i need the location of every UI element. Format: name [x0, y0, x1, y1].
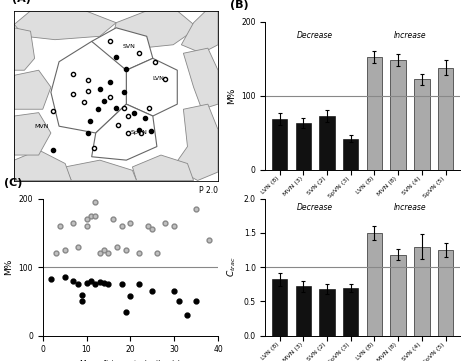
Bar: [391, 60, 406, 170]
Bar: [438, 68, 453, 170]
Bar: [272, 119, 287, 170]
Text: Decrease: Decrease: [297, 203, 333, 212]
Bar: [414, 79, 429, 170]
Polygon shape: [182, 11, 218, 53]
Bar: [319, 116, 335, 170]
Text: SVN: SVN: [122, 44, 135, 49]
Bar: [367, 233, 382, 336]
Bar: [319, 289, 335, 336]
Bar: [296, 286, 311, 336]
Text: MVN: MVN: [35, 124, 49, 129]
Text: Increase: Increase: [394, 203, 426, 212]
Polygon shape: [14, 113, 51, 155]
Text: Increase: Increase: [394, 31, 426, 40]
Text: LVN: LVN: [153, 76, 164, 81]
Text: (C): (C): [4, 178, 22, 188]
Bar: [296, 123, 311, 170]
Bar: [367, 57, 382, 170]
Bar: [343, 288, 358, 336]
Polygon shape: [91, 104, 157, 160]
Bar: [343, 139, 358, 170]
Polygon shape: [91, 28, 153, 70]
Polygon shape: [183, 48, 218, 109]
Text: SpVN: SpVN: [130, 130, 147, 135]
Polygon shape: [126, 58, 177, 116]
Text: P 2.0: P 2.0: [199, 186, 218, 195]
Polygon shape: [65, 160, 137, 180]
Polygon shape: [14, 70, 51, 109]
Polygon shape: [14, 28, 35, 70]
Y-axis label: M%: M%: [227, 87, 236, 104]
Bar: [391, 255, 406, 336]
Polygon shape: [14, 150, 71, 180]
Polygon shape: [132, 155, 193, 180]
Bar: [414, 247, 429, 336]
Y-axis label: $C_{trac}$: $C_{trac}$: [226, 257, 238, 278]
Text: (B): (B): [230, 0, 249, 10]
Bar: [272, 279, 287, 336]
Polygon shape: [14, 11, 116, 40]
Text: (A): (A): [12, 0, 31, 4]
Y-axis label: M%: M%: [4, 259, 13, 275]
Polygon shape: [51, 42, 126, 133]
Polygon shape: [173, 104, 218, 180]
Polygon shape: [112, 11, 198, 48]
X-axis label: Mean firing rate (spikes/s): Mean firing rate (spikes/s): [80, 360, 181, 361]
Bar: [438, 250, 453, 336]
Text: Decrease: Decrease: [297, 31, 333, 40]
